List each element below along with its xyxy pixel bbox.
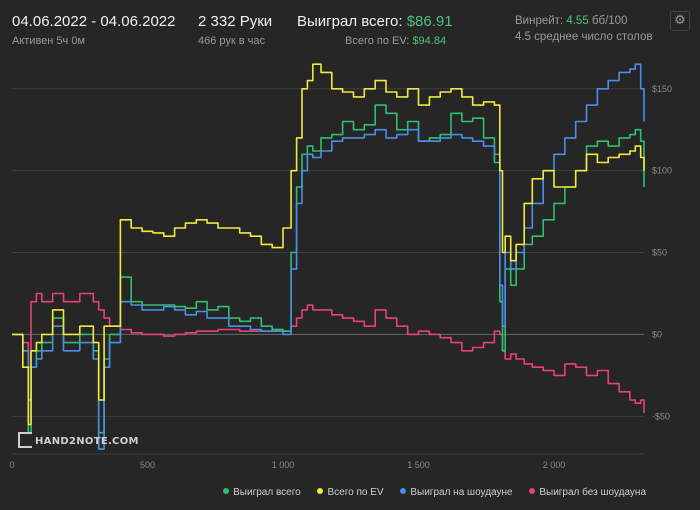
x-tick-label: 2 000 <box>543 460 566 470</box>
legend-label: Выиграл всего <box>233 487 301 498</box>
legend-item-won[interactable]: Выиграл всего <box>223 487 301 498</box>
hand2note-watermark: HAND2NOTE.COM <box>18 432 139 448</box>
ev-label: Всего по EV: <box>345 35 410 47</box>
gear-icon[interactable]: ⚙ <box>670 11 690 31</box>
winrate-value: 4.55 <box>566 15 589 27</box>
stats-header: 04.06.2022 - 04.06.2022 Активен 5ч 0м 2 … <box>0 0 700 56</box>
won-value: $86.91 <box>406 13 453 30</box>
series-line <box>12 63 645 426</box>
won-total: Выиграл всего: $86.91 <box>297 13 453 30</box>
y-tick-label: $100 <box>652 166 672 176</box>
legend-item-showdown[interactable]: Выиграл на шоудауне <box>400 487 513 498</box>
x-tick-label: 500 <box>140 460 155 470</box>
avg-tables: 4.5 среднее число столов <box>515 31 653 43</box>
series-line <box>12 63 645 450</box>
ev-value: $94.84 <box>412 35 447 47</box>
series-line <box>12 104 645 434</box>
y-tick-label: -$50 <box>652 411 670 421</box>
won-label: Выиграл всего: <box>297 13 403 30</box>
hands-per-hour: 466 рук в час <box>198 35 266 47</box>
watermark-text: HAND2NOTE.COM <box>35 436 139 447</box>
won-block: Выиграл всего: $86.91 Всего по EV: $94.8… <box>297 13 453 47</box>
profit-chart: $150 $100 $50 $0 -$50 0 500 1 000 1 500 2 000 <box>9 63 672 470</box>
x-tick-label: 0 <box>9 460 14 470</box>
hands-count: 2 332 Руки <box>198 13 273 30</box>
legend-label: Выиграл без шоудауна <box>539 487 646 498</box>
hand2note-logo-icon <box>18 432 32 448</box>
chart-legend: Выиграл всего Всего по EV Выиграл на шоу… <box>209 487 646 498</box>
ev-total: Всего по EV: $94.84 <box>345 35 453 47</box>
date-range: 04.06.2022 - 04.06.2022 <box>12 13 176 30</box>
hands-block: 2 332 Руки 466 рук в час <box>198 13 272 47</box>
active-time: Активен 5ч 0м <box>12 35 86 47</box>
legend-item-ev[interactable]: Всего по EV <box>317 487 384 498</box>
x-tick-label: 1 000 <box>272 460 295 470</box>
legend-item-non-showdown[interactable]: Выиграл без шоудауна <box>529 487 646 498</box>
date-block: 04.06.2022 - 04.06.2022 Активен 5ч 0м <box>12 13 175 47</box>
legend-dot <box>400 488 407 494</box>
series-line <box>12 292 645 414</box>
legend-label: Выиграл на шоудауне <box>410 487 513 498</box>
y-tick-label: $150 <box>652 84 672 94</box>
legend-dot <box>317 488 324 494</box>
legend-label: Всего по EV <box>327 487 384 498</box>
winrate-unit: бб/100 <box>591 15 628 27</box>
y-tick-label: $0 <box>652 329 662 339</box>
winrate-block: Винрейт: 4.55 бб/100 4.5 среднее число с… <box>515 15 653 43</box>
winrate: Винрейт: 4.55 бб/100 <box>515 15 653 27</box>
legend-dot <box>223 488 230 494</box>
legend-dot <box>529 488 536 494</box>
y-tick-label: $50 <box>652 248 667 258</box>
x-tick-label: 1 500 <box>407 460 430 470</box>
winrate-label: Винрейт: <box>515 15 564 27</box>
